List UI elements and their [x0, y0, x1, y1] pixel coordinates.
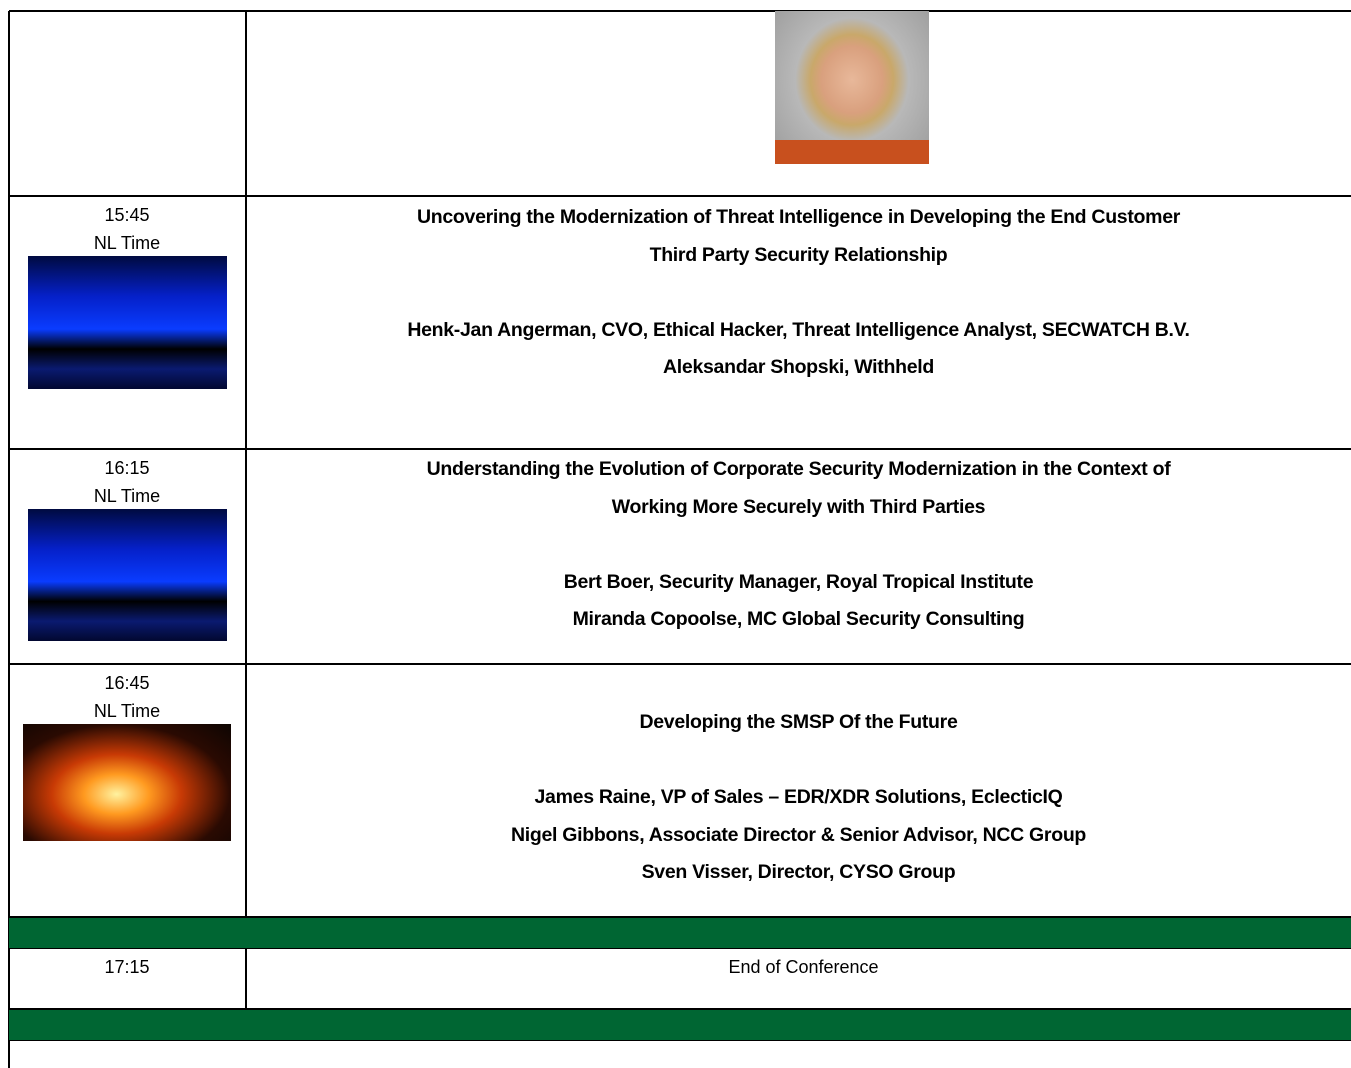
- session-speaker: Miranda Copoolse, MC Global Security Con…: [572, 608, 1025, 630]
- break-bar: [9, 916, 1351, 949]
- row-border: [9, 10, 1351, 12]
- break-bar: [9, 1008, 1351, 1041]
- closing-label: End of Conference: [728, 957, 879, 977]
- session-image: [28, 256, 227, 389]
- speaker-photo: [775, 11, 929, 164]
- session-title: Third Party Security Relationship: [649, 243, 948, 266]
- session-time: 16:15: [104, 458, 150, 478]
- photo-shirt: [775, 140, 929, 164]
- left-border: [8, 11, 10, 1068]
- session-speaker: Sven Visser, Director, CYSO Group: [641, 861, 956, 883]
- row-border: [9, 195, 1351, 197]
- column-divider: [245, 11, 247, 917]
- session-title: Understanding the Evolution of Corporate…: [426, 458, 1171, 480]
- closing-time: 17:15: [104, 957, 150, 977]
- session-zone: NL Time: [93, 701, 161, 721]
- session-title: Developing the SMSP Of the Future: [639, 711, 958, 733]
- session-title: Working More Securely with Third Parties: [611, 495, 986, 518]
- session-speaker: Aleksandar Shopski, Withheld: [663, 356, 934, 378]
- session-zone: NL Time: [93, 233, 161, 253]
- session-speaker: Nigel Gibbons, Associate Director & Seni…: [510, 823, 1087, 846]
- session-speaker: Henk-Jan Angerman, CVO, Ethical Hacker, …: [407, 318, 1190, 341]
- row-border: [9, 663, 1351, 665]
- session-speaker: James Raine, VP of Sales – EDR/XDR Solut…: [534, 786, 1063, 808]
- session-time: 15:45: [104, 205, 150, 225]
- column-divider: [245, 949, 247, 1009]
- session-time: 16:45: [104, 673, 150, 693]
- session-speaker: Bert Boer, Security Manager, Royal Tropi…: [563, 570, 1034, 593]
- session-zone: NL Time: [93, 486, 161, 506]
- session-title: Uncovering the Modernization of Threat I…: [416, 206, 1181, 228]
- row-border: [9, 448, 1351, 450]
- session-image: [23, 724, 231, 841]
- session-image: [28, 509, 227, 641]
